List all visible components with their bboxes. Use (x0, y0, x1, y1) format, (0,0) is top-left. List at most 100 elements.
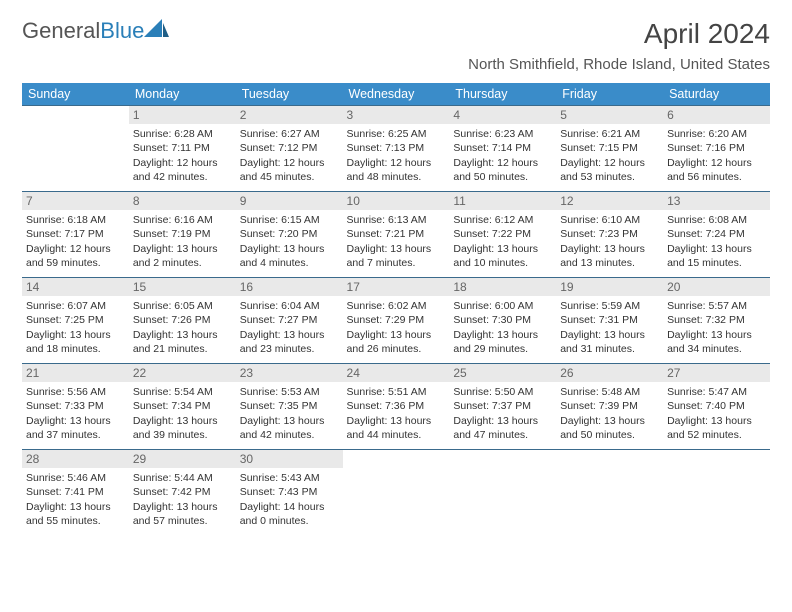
sunrise-line: Sunrise: 6:00 AM (453, 299, 552, 313)
sunset-line: Sunset: 7:11 PM (133, 141, 232, 155)
daylight-line: and 55 minutes. (26, 514, 125, 528)
daylight-line: Daylight: 13 hours (26, 500, 125, 514)
day-number: 11 (449, 192, 556, 210)
calendar-cell: 9Sunrise: 6:15 AMSunset: 7:20 PMDaylight… (236, 192, 343, 278)
daylight-line: Daylight: 13 hours (667, 242, 766, 256)
day-number: 23 (236, 364, 343, 382)
day-number: 4 (449, 106, 556, 124)
sunset-line: Sunset: 7:27 PM (240, 313, 339, 327)
sunrise-line: Sunrise: 5:50 AM (453, 385, 552, 399)
day-header-row: Sunday Monday Tuesday Wednesday Thursday… (22, 83, 770, 106)
calendar-week: 1Sunrise: 6:28 AMSunset: 7:11 PMDaylight… (22, 106, 770, 192)
sunset-line: Sunset: 7:22 PM (453, 227, 552, 241)
logo-word2: Blue (100, 18, 144, 43)
day-number: 12 (556, 192, 663, 210)
day-number: 1 (129, 106, 236, 124)
day-header: Thursday (449, 83, 556, 106)
sunrise-line: Sunrise: 5:46 AM (26, 471, 125, 485)
sunset-line: Sunset: 7:24 PM (667, 227, 766, 241)
sunset-line: Sunset: 7:36 PM (347, 399, 446, 413)
sunrise-line: Sunrise: 5:54 AM (133, 385, 232, 399)
day-number: 8 (129, 192, 236, 210)
calendar-cell: 4Sunrise: 6:23 AMSunset: 7:14 PMDaylight… (449, 106, 556, 192)
sunset-line: Sunset: 7:20 PM (240, 227, 339, 241)
sunrise-line: Sunrise: 6:15 AM (240, 213, 339, 227)
sunset-line: Sunset: 7:17 PM (26, 227, 125, 241)
daylight-line: and 4 minutes. (240, 256, 339, 270)
sunrise-line: Sunrise: 6:08 AM (667, 213, 766, 227)
calendar-cell: 19Sunrise: 5:59 AMSunset: 7:31 PMDayligh… (556, 278, 663, 364)
daylight-line: Daylight: 13 hours (347, 328, 446, 342)
daylight-line: and 10 minutes. (453, 256, 552, 270)
calendar-cell: 13Sunrise: 6:08 AMSunset: 7:24 PMDayligh… (663, 192, 770, 278)
sunset-line: Sunset: 7:26 PM (133, 313, 232, 327)
daylight-line: and 56 minutes. (667, 170, 766, 184)
day-number: 29 (129, 450, 236, 468)
calendar-cell: 8Sunrise: 6:16 AMSunset: 7:19 PMDaylight… (129, 192, 236, 278)
sunset-line: Sunset: 7:39 PM (560, 399, 659, 413)
day-number: 26 (556, 364, 663, 382)
calendar-cell: 1Sunrise: 6:28 AMSunset: 7:11 PMDaylight… (129, 106, 236, 192)
day-number: 14 (22, 278, 129, 296)
daylight-line: Daylight: 13 hours (453, 414, 552, 428)
day-number: 16 (236, 278, 343, 296)
daylight-line: and 48 minutes. (347, 170, 446, 184)
daylight-line: and 23 minutes. (240, 342, 339, 356)
daylight-line: Daylight: 13 hours (667, 328, 766, 342)
daylight-line: Daylight: 13 hours (347, 414, 446, 428)
daylight-line: and 42 minutes. (240, 428, 339, 442)
day-number: 20 (663, 278, 770, 296)
calendar-cell: 22Sunrise: 5:54 AMSunset: 7:34 PMDayligh… (129, 364, 236, 450)
sunset-line: Sunset: 7:41 PM (26, 485, 125, 499)
daylight-line: and 7 minutes. (347, 256, 446, 270)
daylight-line: and 47 minutes. (453, 428, 552, 442)
sunrise-line: Sunrise: 6:12 AM (453, 213, 552, 227)
sunset-line: Sunset: 7:32 PM (667, 313, 766, 327)
day-number: 25 (449, 364, 556, 382)
day-number: 27 (663, 364, 770, 382)
day-number: 9 (236, 192, 343, 210)
sunset-line: Sunset: 7:37 PM (453, 399, 552, 413)
sunrise-line: Sunrise: 6:05 AM (133, 299, 232, 313)
daylight-line: Daylight: 12 hours (453, 156, 552, 170)
header: GeneralBlue April 2024 North Smithfield,… (22, 18, 770, 79)
day-number: 21 (22, 364, 129, 382)
sunset-line: Sunset: 7:30 PM (453, 313, 552, 327)
daylight-line: Daylight: 13 hours (133, 328, 232, 342)
day-number: 30 (236, 450, 343, 468)
calendar-cell: 12Sunrise: 6:10 AMSunset: 7:23 PMDayligh… (556, 192, 663, 278)
sunrise-line: Sunrise: 6:18 AM (26, 213, 125, 227)
calendar-cell: 28Sunrise: 5:46 AMSunset: 7:41 PMDayligh… (22, 450, 129, 536)
calendar-cell: 11 Sunrise: 6:12 AMSunset: 7:22 PMDayligh… (449, 192, 556, 278)
sunrise-line: Sunrise: 5:59 AM (560, 299, 659, 313)
calendar-cell (22, 106, 129, 192)
calendar-cell: 29Sunrise: 5:44 AMSunset: 7:42 PMDayligh… (129, 450, 236, 536)
daylight-line: Daylight: 13 hours (667, 414, 766, 428)
calendar-cell: 17Sunrise: 6:02 AMSunset: 7:29 PMDayligh… (343, 278, 450, 364)
sunset-line: Sunset: 7:13 PM (347, 141, 446, 155)
day-header: Tuesday (236, 83, 343, 106)
daylight-line: Daylight: 12 hours (347, 156, 446, 170)
sunrise-line: Sunrise: 6:04 AM (240, 299, 339, 313)
daylight-line: and 29 minutes. (453, 342, 552, 356)
daylight-line: Daylight: 13 hours (560, 242, 659, 256)
calendar-cell: 27Sunrise: 5:47 AMSunset: 7:40 PMDayligh… (663, 364, 770, 450)
logo-text: GeneralBlue (22, 18, 144, 44)
sunset-line: Sunset: 7:29 PM (347, 313, 446, 327)
sunrise-line: Sunrise: 5:51 AM (347, 385, 446, 399)
daylight-line: and 53 minutes. (560, 170, 659, 184)
calendar-cell: 15Sunrise: 6:05 AMSunset: 7:26 PMDayligh… (129, 278, 236, 364)
daylight-line: Daylight: 13 hours (133, 242, 232, 256)
calendar-cell: 23Sunrise: 5:53 AMSunset: 7:35 PMDayligh… (236, 364, 343, 450)
sunset-line: Sunset: 7:12 PM (240, 141, 339, 155)
sunrise-line: Sunrise: 6:20 AM (667, 127, 766, 141)
day-number: 2 (236, 106, 343, 124)
calendar-cell: 10Sunrise: 6:13 AMSunset: 7:21 PMDayligh… (343, 192, 450, 278)
daylight-line: and 59 minutes. (26, 256, 125, 270)
daylight-line: and 50 minutes. (453, 170, 552, 184)
daylight-line: Daylight: 13 hours (453, 242, 552, 256)
calendar-cell (343, 450, 450, 536)
day-header: Saturday (663, 83, 770, 106)
daylight-line: Daylight: 13 hours (240, 328, 339, 342)
calendar-cell: 21Sunrise: 5:56 AMSunset: 7:33 PMDayligh… (22, 364, 129, 450)
